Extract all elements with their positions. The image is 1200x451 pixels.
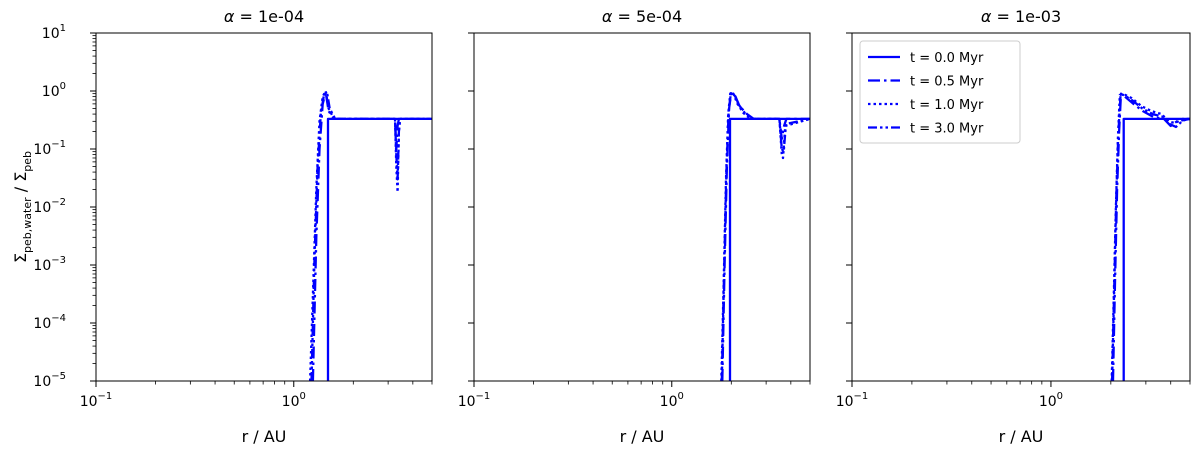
series-line-dotted: [308, 89, 432, 381]
alpha-symbol: α: [224, 7, 235, 26]
series-line-dotted: [720, 91, 810, 381]
panel-title: α = 5e-04: [602, 7, 682, 26]
series-line-dashdotdot: [1110, 93, 1190, 381]
x-tick-label: 100: [282, 391, 306, 410]
x-axis-label: r / AU: [999, 427, 1044, 446]
minor-ticks: [533, 381, 811, 385]
y-tick-label: 10−2: [33, 197, 66, 216]
series-line-solid: [728, 117, 810, 381]
axes-frame: [95, 32, 433, 382]
legend-entry-label: t = 0.5 Myr: [910, 75, 984, 90]
y-tick-label: 10−4: [33, 313, 66, 332]
minor-ticks: [92, 35, 433, 385]
alpha-symbol: α: [981, 7, 992, 26]
series-group: [308, 89, 432, 381]
series-group: [1110, 92, 1190, 381]
series-line-dashdot: [311, 91, 432, 381]
y-axis-label: Σpeb,water / Σpeb: [11, 151, 34, 263]
series-line-solid: [326, 117, 432, 381]
panel-title: α = 1e-04: [224, 7, 304, 26]
alpha-value: 1e-04: [258, 7, 304, 26]
x-tick-label: 10−1: [458, 391, 491, 410]
x-axis-label: r / AU: [620, 427, 665, 446]
axes-frame: [473, 32, 811, 382]
series-line-dashdotdot: [720, 91, 810, 381]
y-tick-label: 101: [42, 23, 66, 42]
legend: t = 0.0 Myr t = 0.5 Myr t = 1.0 Myr t = 3.0…: [859, 40, 1021, 144]
legend-entry-label: t = 1.0 Myr: [910, 98, 984, 113]
axes-frame: [851, 32, 1191, 382]
panel-2: α = 5e-04 10−1 100 r / AU: [458, 7, 811, 446]
legend-frame: [859, 40, 1021, 144]
alpha-value: 1e-03: [1015, 7, 1061, 26]
series-line-dashdot: [721, 91, 810, 381]
x-tick-label: 10−1: [80, 391, 113, 410]
x-tick-label: 100: [660, 391, 684, 410]
x-axis-label: r / AU: [242, 427, 287, 446]
panel-3: α = 1e-03 10−1 100 r / AU: [836, 7, 1191, 446]
series-line-solid: [1122, 117, 1190, 381]
y-tick-label: 10−3: [33, 255, 66, 274]
x-tick-label: 100: [1039, 391, 1063, 410]
series-line-dashdotdot: [310, 90, 432, 381]
alpha-value: 5e-04: [636, 7, 682, 26]
x-tick-label: 10−1: [836, 391, 869, 410]
minor-ticks: [911, 381, 1191, 385]
series-group: [720, 91, 810, 381]
panel-title: α = 1e-03: [981, 7, 1061, 26]
y-tick-label: 100: [42, 81, 66, 100]
y-tick-label: 10−1: [33, 139, 66, 158]
legend-entry-label: t = 0.0 Myr: [910, 51, 984, 66]
y-tick-label: 10−5: [33, 371, 66, 390]
panel-1: α = 1e-04 10−1 100 10−5 10−4 10−3 10−2 10−1 100 1…: [33, 7, 433, 446]
alpha-symbol: α: [602, 7, 613, 26]
legend-entry-label: t = 3.0 Myr: [910, 122, 984, 137]
